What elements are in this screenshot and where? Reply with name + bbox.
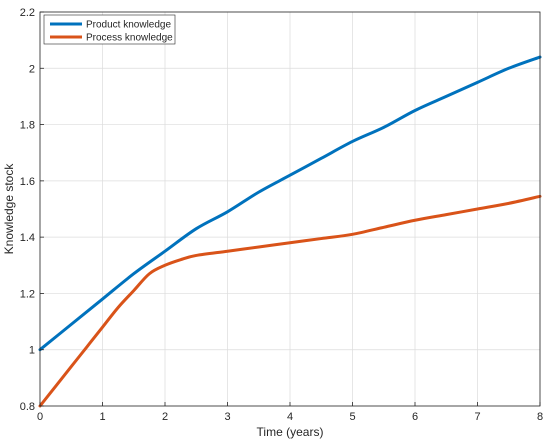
- y-tick-label: 2: [29, 63, 35, 75]
- legend: Product knowledge Process knowledge: [43, 14, 176, 45]
- x-tick-label: 2: [162, 411, 168, 423]
- x-tick-label: 1: [99, 411, 105, 423]
- legend-box: [43, 14, 176, 45]
- x-tick-label: 4: [287, 411, 293, 423]
- y-tick-label: 0.8: [20, 401, 35, 413]
- y-tick-label: 1.8: [20, 120, 35, 132]
- axis-ticks: 0 1 2 3 4 5 6 7 8 0.8 1 1.2 1.4 1.6 1.8 2 2.2: [20, 7, 543, 423]
- y-tick-label: 1: [29, 345, 35, 357]
- x-tick-label: 3: [224, 411, 230, 423]
- x-tick-label: 8: [537, 411, 543, 423]
- y-tick-label: 1.6: [20, 176, 35, 188]
- series-line-process-knowledge: [38, 194, 542, 408]
- y-tick-label: 2.2: [20, 7, 35, 19]
- series-line-product-knowledge: [38, 55, 542, 352]
- x-tick-label: 7: [474, 411, 480, 423]
- x-tick-label: 0: [37, 411, 43, 423]
- y-tick-label: 1.4: [20, 232, 35, 244]
- x-tick-label: 5: [349, 411, 355, 423]
- x-axis-title: Time (years): [257, 425, 324, 439]
- legend-label-process: Process knowledge: [86, 33, 173, 44]
- y-axis-title: Knowledge stock: [2, 163, 16, 255]
- series-lines: [38, 55, 542, 408]
- y-tick-label: 1.2: [20, 288, 35, 300]
- x-tick-label: 6: [412, 411, 418, 423]
- legend-label-product: Product knowledge: [86, 20, 171, 31]
